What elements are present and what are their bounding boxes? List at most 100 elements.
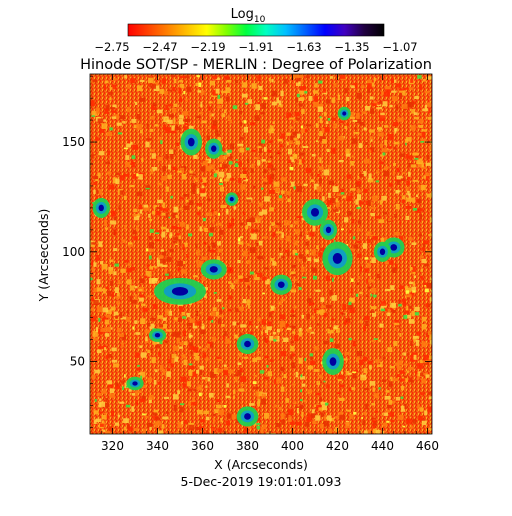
map-speckle <box>422 243 426 248</box>
map-speckle <box>266 432 270 434</box>
map-speckle <box>207 377 211 382</box>
map-speckle <box>407 190 410 196</box>
map-speckle <box>98 189 103 195</box>
map-speckle <box>369 96 374 100</box>
map-speckle <box>97 172 101 179</box>
map-network-patch <box>125 404 131 408</box>
map-speckle <box>420 138 426 142</box>
map-speckle <box>101 415 107 420</box>
map-speckle <box>156 109 163 114</box>
map-speckle <box>376 273 381 279</box>
map-network-patch <box>403 425 406 428</box>
map-speckle <box>127 242 133 245</box>
map-speckle <box>99 128 105 133</box>
map-speckle <box>414 116 419 120</box>
map-speckle <box>244 426 248 431</box>
map-speckle <box>154 239 160 242</box>
map-speckle <box>188 388 192 392</box>
map-speckle <box>217 105 222 109</box>
map-speckle <box>174 356 178 362</box>
map-speckle <box>400 370 405 374</box>
map-speckle <box>161 212 166 216</box>
map-speckle <box>237 143 244 147</box>
map-speckle <box>285 191 291 196</box>
map-speckle <box>396 179 401 185</box>
map-speckle <box>280 351 287 357</box>
map-speckle <box>274 187 279 193</box>
map-speckle <box>350 193 353 196</box>
map-speckle <box>200 90 205 95</box>
map-speckle <box>346 318 351 322</box>
map-speckle <box>349 248 355 251</box>
map-speckle <box>248 321 252 326</box>
map-speckle <box>179 406 184 413</box>
concentration-core <box>325 226 332 234</box>
map-speckle <box>134 428 139 432</box>
map-speckle <box>302 146 309 148</box>
map-speckle <box>208 101 213 104</box>
map-speckle <box>251 233 257 240</box>
map-speckle <box>346 96 350 102</box>
map-speckle <box>91 374 96 379</box>
map-speckle <box>394 327 397 331</box>
map-speckle <box>119 175 125 181</box>
map-speckle <box>310 355 314 360</box>
map-speckle <box>345 148 350 155</box>
map-speckle <box>428 396 432 400</box>
map-speckle <box>213 211 218 215</box>
concentration-core <box>154 333 161 338</box>
map-speckle <box>108 354 112 358</box>
colorbar-tick-label: −2.47 <box>142 40 177 54</box>
map-network-patch <box>405 142 407 146</box>
map-speckle <box>94 369 101 374</box>
map-speckle <box>399 333 402 337</box>
map-speckle <box>261 277 267 281</box>
map-speckle <box>320 136 326 141</box>
map-speckle <box>295 117 300 121</box>
map-speckle <box>320 247 327 252</box>
map-speckle <box>290 314 296 317</box>
map-speckle <box>329 329 334 334</box>
map-speckle <box>346 122 349 126</box>
map-speckle <box>123 418 129 423</box>
map-speckle <box>179 222 185 227</box>
map-network-patch <box>211 320 214 323</box>
map-speckle <box>328 428 333 434</box>
map-speckle <box>121 334 127 340</box>
map-speckle <box>301 266 305 272</box>
map-speckle <box>301 383 306 387</box>
map-speckle <box>364 315 370 320</box>
map-speckle <box>161 264 168 267</box>
map-speckle <box>134 352 140 358</box>
map-speckle <box>237 161 240 165</box>
map-speckle <box>367 429 371 434</box>
map-speckle <box>424 90 430 94</box>
map-network-patch <box>300 374 303 378</box>
map-speckle <box>189 173 195 176</box>
map-speckle <box>157 199 163 204</box>
map-speckle <box>121 239 126 243</box>
map-speckle <box>314 83 318 88</box>
map-speckle <box>331 318 335 321</box>
map-speckle <box>177 261 184 267</box>
map-speckle <box>312 225 316 232</box>
map-speckle <box>387 308 390 314</box>
map-speckle <box>295 371 299 378</box>
map-speckle <box>384 91 390 97</box>
concentration-core <box>211 145 217 152</box>
map-speckle <box>411 109 416 114</box>
map-speckle <box>292 331 296 334</box>
map-speckle <box>293 240 298 246</box>
map-speckle <box>179 197 184 200</box>
map-speckle <box>261 319 266 325</box>
map-speckle <box>113 363 120 368</box>
map-speckle <box>351 85 355 89</box>
map-speckle <box>300 86 307 91</box>
map-speckle <box>243 126 248 133</box>
map-speckle <box>186 322 193 327</box>
map-speckle <box>301 128 306 133</box>
map-speckle <box>410 78 414 83</box>
map-speckle <box>420 372 424 377</box>
map-speckle <box>350 188 356 191</box>
map-speckle <box>347 210 353 216</box>
